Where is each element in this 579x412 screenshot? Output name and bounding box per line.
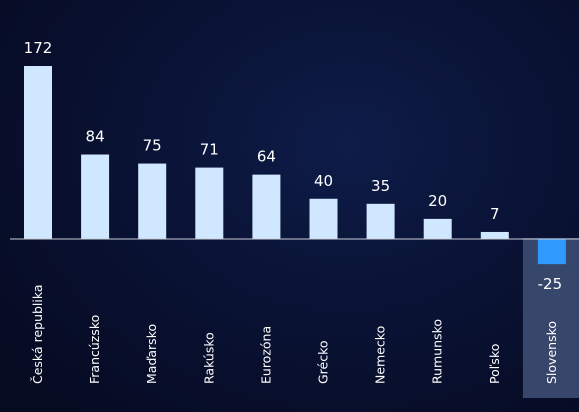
highlight-layer — [522, 238, 579, 398]
category-labels-layer: Česká republika Francúzsko Maďarsko Rakúsko… — [30, 284, 559, 384]
value-label-rakusko: 71 — [200, 141, 219, 159]
bar-francuzsko — [81, 154, 110, 239]
category-label-francuzsko: Francúzsko — [87, 315, 102, 384]
value-labels-layer: 172 84 75 71 64 40 35 20 7 -25 — [24, 39, 562, 293]
category-label-grecko: Grécko — [316, 340, 331, 384]
category-label-polsko: Poľsko — [487, 344, 502, 384]
value-label-slovensko: -25 — [538, 275, 563, 293]
value-label-rumunsko: 20 — [428, 192, 447, 210]
bar-rakusko — [195, 167, 224, 239]
value-label-polsko: 7 — [490, 205, 500, 223]
category-label-eurozona: Eurozóna — [258, 326, 273, 384]
highlight-panel-slovensko — [522, 238, 579, 398]
category-label-nemecko: Nemecko — [373, 326, 388, 384]
bar-grecko — [309, 198, 338, 239]
value-label-ceska-republika: 172 — [24, 39, 53, 57]
bar-polsko — [480, 231, 509, 239]
bars-layer — [24, 66, 566, 265]
value-label-eurozona: 64 — [257, 148, 276, 166]
category-label-madarsko: Maďarsko — [144, 324, 159, 384]
value-label-madarsko: 75 — [143, 137, 162, 155]
value-label-francuzsko: 84 — [86, 128, 105, 146]
bar-slovensko — [537, 239, 566, 265]
bar-eurozona — [252, 174, 281, 239]
value-label-grecko: 40 — [314, 172, 333, 190]
category-label-slovensko: Slovensko — [544, 321, 559, 384]
category-label-rumunsko: Rumunsko — [430, 319, 445, 384]
bar-nemecko — [366, 203, 395, 239]
bar-ceska-republika — [24, 66, 52, 239]
category-label-ceska-republika: Česká republika — [30, 284, 45, 384]
category-label-rakusko: Rakúsko — [201, 332, 216, 384]
value-label-nemecko: 35 — [371, 177, 390, 195]
bar-rumunsko — [423, 218, 452, 239]
bar-madarsko — [138, 163, 167, 239]
